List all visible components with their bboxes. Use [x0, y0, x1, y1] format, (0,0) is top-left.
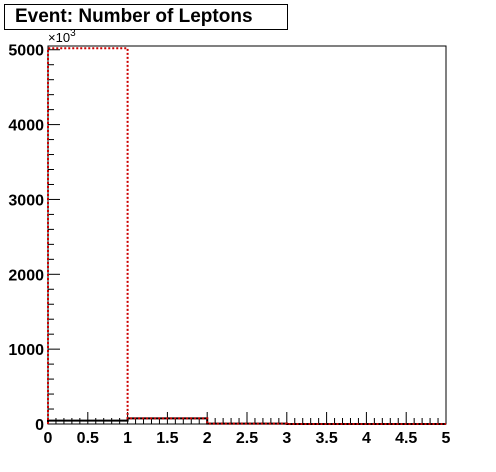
- y-tick-label: 3000: [8, 192, 44, 209]
- y-tick-label: 0: [35, 417, 44, 434]
- series-layer: [47, 47, 446, 425]
- y-tick-label: 1000: [8, 342, 44, 359]
- x-tick-label: 2: [203, 430, 212, 447]
- y-axis-ticks: 0 1000 2000 3000 4000 5000: [8, 43, 60, 434]
- x-tick-label: 5: [442, 430, 451, 447]
- x-tick-label: 0.5: [77, 430, 99, 447]
- y-multiplier-base: ×10: [48, 30, 70, 45]
- chart-title: Event: Number of Leptons: [4, 4, 288, 30]
- y-tick-label: 4000: [8, 118, 44, 135]
- x-tick-label: 0: [44, 430, 53, 447]
- histogram-series-black: [47, 417, 446, 425]
- x-tick-label: 4.5: [395, 430, 417, 447]
- y-multiplier-exponent: 3: [70, 28, 76, 39]
- x-tick-label: 1: [123, 430, 132, 447]
- x-tick-label: 1.5: [156, 430, 178, 447]
- plot-frame: [47, 45, 447, 425]
- x-tick-label: 2.5: [236, 430, 258, 447]
- x-axis-ticks: 0 0.5 1 1.5 2 2.5 3 3.5 4 4.5 5: [44, 412, 451, 447]
- y-tick-label: 2000: [8, 267, 44, 284]
- x-tick-label: 3: [282, 430, 291, 447]
- x-tick-label: 4: [362, 430, 371, 447]
- histogram-series-red-dotted: [47, 47, 446, 425]
- y-tick-label: 5000: [8, 43, 44, 60]
- x-tick-label: 3.5: [315, 430, 337, 447]
- y-multiplier-label: ×103: [48, 28, 76, 45]
